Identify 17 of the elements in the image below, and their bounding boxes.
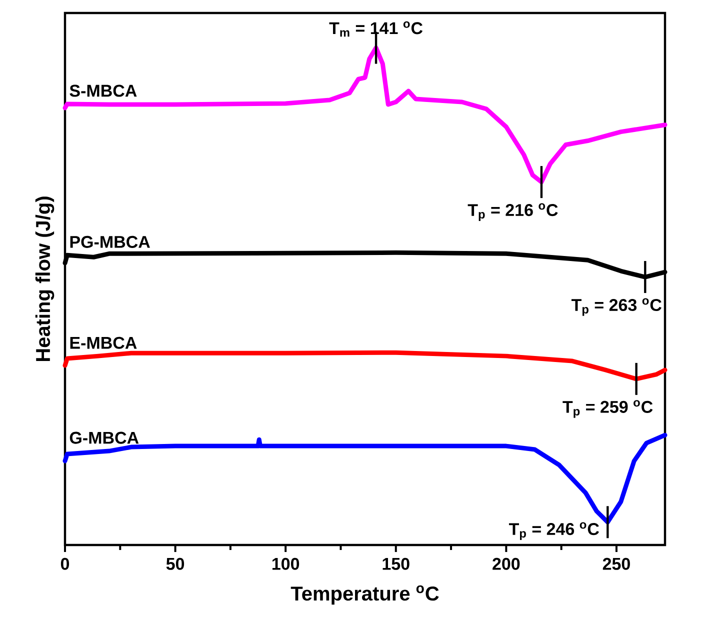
- x-tick-label: 0: [60, 558, 70, 570]
- annotation: T$_{p}$ = 259 $^{o}$C: [562, 400, 653, 418]
- y-axis-title: Heating flow (J/g): [35, 196, 54, 361]
- series-label: S-MBCA: [70, 84, 137, 97]
- annotation: T$_{p}$ = 246 $^{o}$C: [508, 522, 599, 540]
- x-tick-label: 50: [166, 558, 184, 570]
- x-axis-title: Temperature $^{o}$C: [290, 585, 439, 605]
- x-tick-label: 250: [602, 558, 630, 570]
- x-tick-label: 200: [492, 558, 520, 570]
- series-label: G-MBCA: [70, 432, 139, 444]
- x-tick-label: 150: [382, 558, 410, 570]
- series-label: PG-MBCA: [70, 236, 150, 248]
- annotation: T$_{m}$ = 141 $^{o}$C: [329, 21, 423, 37]
- annotation: T$_{p}$ = 263 $^{o}$C: [571, 298, 662, 316]
- annotation: T$_{p}$ = 216 $^{o}$C: [468, 203, 558, 221]
- x-tick-label: 100: [272, 558, 300, 570]
- series-label: E-MBCA: [70, 336, 137, 349]
